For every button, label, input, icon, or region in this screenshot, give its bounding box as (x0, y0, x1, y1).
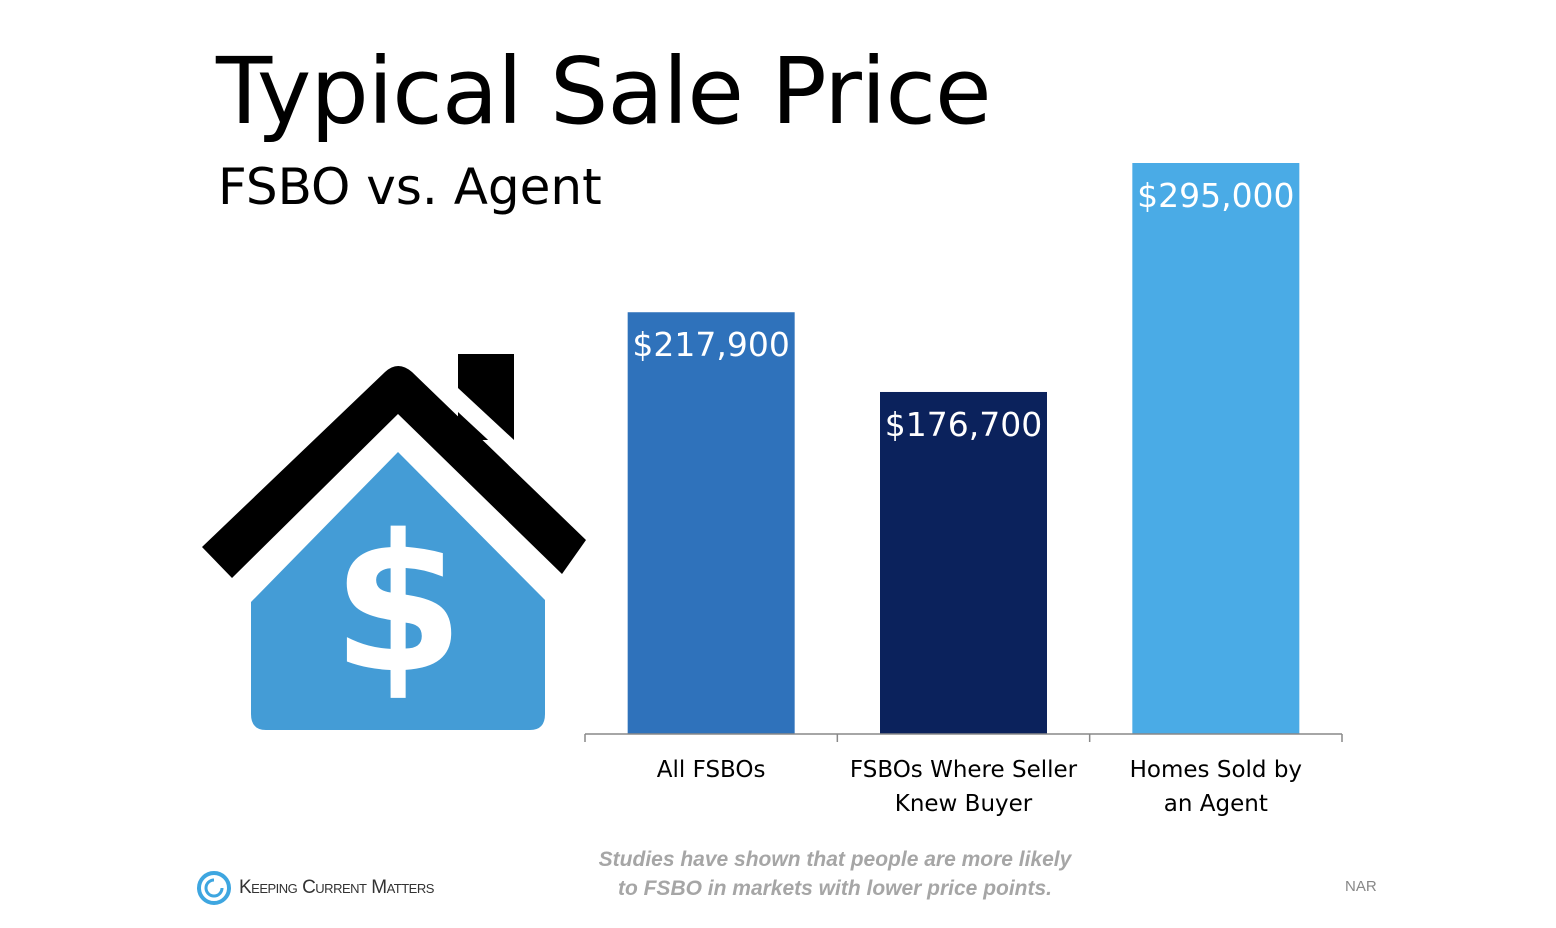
source-label: NAR (1345, 878, 1377, 895)
footnote-line-2: to FSBO in markets with lower price poin… (617, 877, 1053, 900)
house-dollar-icon: $ (202, 354, 586, 730)
footnote-line-1: Studies have shown that people are more … (598, 848, 1072, 871)
swirl-logo-icon (197, 871, 231, 905)
kcm-logo: Keeping Current Matters (197, 871, 434, 905)
bar (627, 312, 795, 734)
chart-title: Typical Sale Price (216, 38, 992, 145)
footnote: Studies have shown that people are more … (560, 845, 1110, 903)
bar (880, 391, 1047, 734)
bar (1132, 163, 1300, 734)
logo-text: Keeping Current Matters (239, 877, 434, 898)
category-label: an Agent (1164, 791, 1268, 817)
chart-subtitle: FSBO vs. Agent (218, 158, 602, 216)
category-label: FSBOs Where Seller (850, 757, 1078, 783)
category-label: All FSBOs (657, 757, 766, 783)
data-label: $295,000 (1137, 176, 1294, 215)
svg-text:$: $ (332, 494, 464, 715)
data-label: $217,900 (632, 325, 789, 364)
category-label: Knew Buyer (895, 791, 1033, 817)
data-label: $176,700 (885, 405, 1042, 444)
category-label: Homes Sold by (1130, 757, 1302, 783)
